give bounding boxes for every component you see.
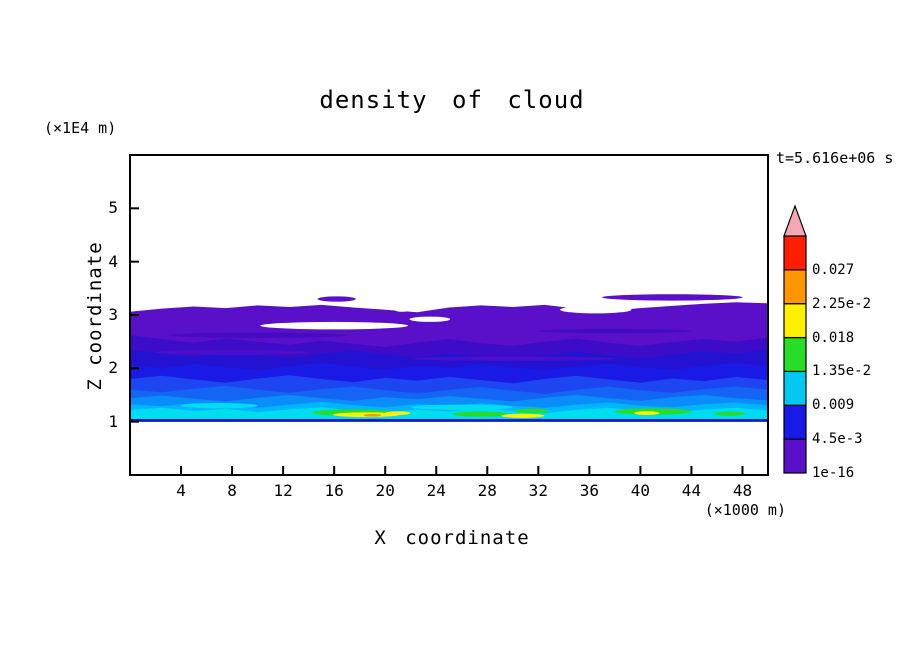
contour-patch [560, 305, 632, 314]
colorbar-segment [783, 404, 807, 440]
colorbar-label: 0.009 [812, 397, 855, 414]
contour-patch [452, 411, 509, 417]
colorbar-segment [783, 303, 807, 339]
colorbar-overflow-arrow [783, 204, 807, 237]
contour-patch [410, 356, 615, 361]
x-tick-label: 16 [324, 481, 344, 500]
colorbar-label: 0.018 [812, 329, 855, 346]
x-tick-label: 12 [273, 481, 293, 500]
contour-patch [363, 413, 382, 417]
contour-patch [168, 332, 347, 338]
x-tick-label: 4 [176, 481, 186, 500]
x-tick-label: 32 [528, 481, 548, 500]
x-tick-label: 20 [375, 481, 395, 500]
z-tick-label: 2 [108, 358, 118, 378]
colorbar-segment [783, 438, 807, 474]
x-tick-label: 36 [579, 481, 599, 500]
contour-patch [317, 296, 356, 302]
colorbar-label: 2.25e-2 [812, 295, 872, 312]
z-tick-label: 4 [108, 251, 118, 271]
contour-field [130, 294, 768, 422]
colorbar-segment [783, 235, 807, 271]
colorbar-segment [783, 336, 807, 373]
contour-patch [260, 321, 409, 330]
x-tick-label: 44 [681, 481, 702, 500]
contour-patch [390, 299, 414, 312]
time-annotation: t=5.616e+06 s [776, 149, 894, 167]
colorbar-label: 1e-16 [812, 465, 855, 481]
colorbar-label: 4.5e-3 [812, 431, 863, 448]
x-tick-label: 40 [630, 481, 651, 500]
z-tick-label: 3 [108, 305, 118, 324]
colorbar-segment [783, 370, 807, 406]
contour-layer [130, 407, 768, 422]
contour-patch [501, 413, 545, 418]
contour-patch [410, 404, 513, 410]
colorbar-label: 0.027 [812, 261, 855, 278]
z-tick-label: 5 [108, 198, 118, 218]
contour-patch [181, 403, 258, 409]
contour-patch [634, 411, 660, 415]
chart-title: density of cloud [319, 86, 585, 114]
x-tick-label: 48 [732, 481, 753, 500]
plot-frame [129, 154, 769, 476]
colorbar-label: 1.35e-2 [812, 363, 872, 380]
colorbar-segment [783, 269, 807, 305]
z-tick-label: 1 [108, 411, 118, 431]
x-tick-label: 24 [426, 481, 446, 500]
contour-patch [714, 411, 746, 416]
contour-patch [602, 294, 743, 301]
contour-patch [514, 408, 550, 414]
contour-patch [409, 316, 451, 322]
x-axis-unit-label: (×1000 m) [704, 501, 786, 519]
x-tick-label: 8 [227, 481, 237, 500]
contour-patch [385, 411, 411, 415]
contour-patch [538, 328, 692, 334]
contour-patch [155, 349, 309, 356]
x-tick-label: 28 [477, 481, 497, 500]
contour-patch [130, 419, 768, 422]
z-axis-unit-label: (×1E4 m) [44, 119, 117, 137]
x-axis-title: X coordinate [374, 527, 530, 549]
